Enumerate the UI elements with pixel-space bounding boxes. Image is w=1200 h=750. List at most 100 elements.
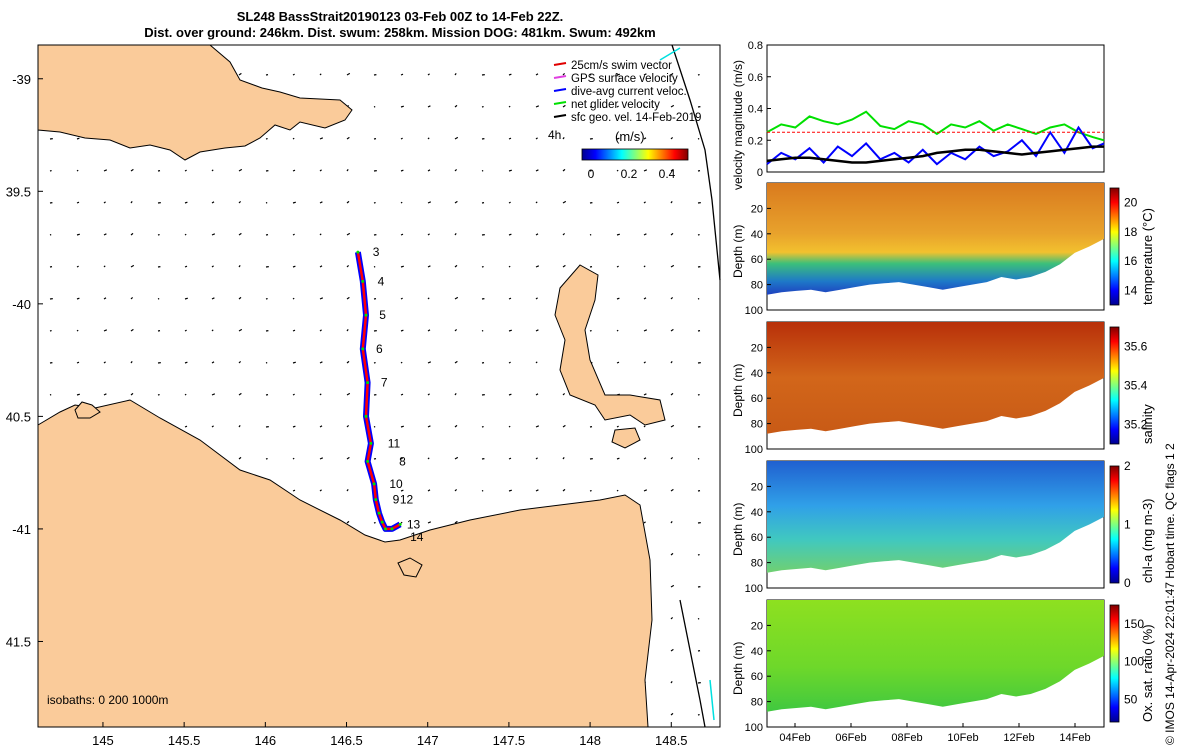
vector-arrow (76, 361, 80, 364)
velocity-y-tick-label: 0.2 (748, 135, 763, 147)
speed-colorbar-label: (m/s) (615, 129, 645, 144)
vector-arrow (535, 169, 539, 172)
depth-tick-label: 20 (751, 620, 763, 632)
vector-arrow (643, 361, 646, 364)
speed-colorbar-ticks: 0 0.2 0.4 (588, 167, 676, 181)
colorbar-tick-label: 0 (1124, 576, 1131, 590)
vector-arrow (319, 201, 323, 204)
x-tick-label: 148.5 (655, 733, 688, 748)
colorbar-tick-label: 1 (1124, 518, 1131, 532)
track-day-label: 12 (400, 493, 414, 507)
vector-arrow (427, 105, 431, 108)
vector-arrow (454, 233, 457, 236)
vector-arrow (616, 265, 619, 268)
vector-arrow (319, 73, 322, 76)
section-data-fill (767, 183, 1104, 295)
vector-arrow (616, 105, 619, 108)
vector-arrow (400, 361, 403, 364)
vector-arrow (562, 72, 566, 76)
vector-arrow (184, 169, 187, 172)
depth-tick-label: 40 (751, 368, 763, 380)
vector-arrow (292, 201, 296, 204)
vector-arrow (670, 232, 674, 236)
track-day-label: 10 (389, 477, 403, 491)
vector-arrow (643, 489, 648, 492)
velocity-line (766, 125, 1105, 166)
velocity-axis-ticks: 0 0.2 0.4 0.6 0.8 (748, 40, 771, 179)
section-colorbar (1109, 187, 1120, 306)
vector-arrow (211, 297, 215, 300)
vector-arrow (238, 456, 242, 460)
depth-tick-label: 20 (751, 342, 763, 354)
vector-arrow (670, 424, 675, 428)
vector-arrow (454, 360, 458, 364)
vector-arrow (670, 584, 675, 588)
vector-arrow (670, 681, 673, 684)
legend-arrow-icon (553, 88, 567, 92)
track-point (380, 520, 384, 524)
isobath-1000m-line (671, 44, 721, 281)
depth-tick-label: 80 (751, 697, 763, 709)
vector-arrow (670, 521, 673, 524)
vector-arrow (535, 361, 538, 364)
legend-label: 25cm/s swim vector (571, 60, 672, 72)
vector-arrow (292, 489, 296, 492)
vector-arrow (238, 360, 242, 364)
vector-arrow (427, 489, 431, 492)
track-point (374, 498, 378, 502)
track-day-label: 8 (399, 454, 406, 468)
vector-arrow (535, 489, 539, 492)
vector-arrow (454, 328, 458, 332)
vector-arrow (535, 233, 539, 236)
y-tick-label: 39.5 (6, 184, 31, 199)
legend-label: net glider velocity (571, 99, 660, 111)
vector-arrow (643, 233, 647, 236)
vector-arrow (292, 265, 296, 268)
section-colorbar (1109, 604, 1120, 723)
vector-arrow (508, 489, 512, 492)
legend-label: sfc geo. vel. 14-Feb-2019 (571, 112, 701, 124)
velocity-panel: 0 0.2 0.4 0.6 0.8 velocity magnitude (m/s) (731, 40, 1105, 190)
depth-tick-label: 60 (751, 393, 763, 405)
vector-arrow (103, 169, 108, 172)
depth-tick-label: 60 (751, 532, 763, 544)
map-axis-ticks: 145 145.5 146 146.5 147 147.5 148 148.5-3939.5-… (6, 72, 688, 748)
colorbar-tick-label: 18 (1124, 225, 1138, 239)
vector-arrow (454, 488, 458, 492)
vector-arrow (400, 329, 404, 332)
vector-arrow (670, 136, 674, 140)
x-tick-label: 145 (92, 733, 114, 748)
colorbar-label: salinity (1140, 404, 1155, 444)
vector-arrow (427, 265, 431, 268)
vector-arrow (400, 393, 404, 396)
vector-arrow (508, 169, 512, 172)
velocity-y-tick-label: 0.6 (748, 72, 763, 84)
depth-ylabel: Depth (m) (731, 225, 745, 278)
legend-label: dive-avg current veloc. (571, 86, 687, 98)
velocity-y-tick-label: 0 (757, 167, 763, 179)
vector-arrow (184, 361, 188, 364)
vector-arrow (508, 457, 512, 460)
colorbar-tick-label: 16 (1124, 254, 1138, 268)
vector-arrow (211, 393, 216, 396)
depth-ylabel: Depth (m) (731, 642, 745, 695)
vector-arrow (292, 361, 296, 364)
vector-arrow (346, 489, 349, 492)
vector-arrow (319, 361, 323, 364)
depth-tick-label: 40 (751, 507, 763, 519)
vector-arrow (427, 137, 430, 140)
vector-arrow (643, 105, 646, 108)
vector-arrow (346, 136, 350, 140)
king-island-land (74, 401, 101, 419)
colorbar-label: Ox. sat. ratio (%) (1140, 624, 1155, 722)
section-data-fill (767, 600, 1104, 712)
vector-arrow (103, 265, 106, 268)
track-day-label: 6 (376, 342, 383, 356)
vector-arrow (319, 425, 323, 428)
isobaths-label: isobaths: 0 200 1000m (47, 693, 168, 707)
vector-arrow (670, 264, 675, 268)
vector-arrow (76, 265, 79, 268)
depth-tick-label: 20 (751, 481, 763, 493)
vector-arrow (427, 457, 430, 460)
velocity-y-tick-label: 0.8 (748, 40, 763, 52)
